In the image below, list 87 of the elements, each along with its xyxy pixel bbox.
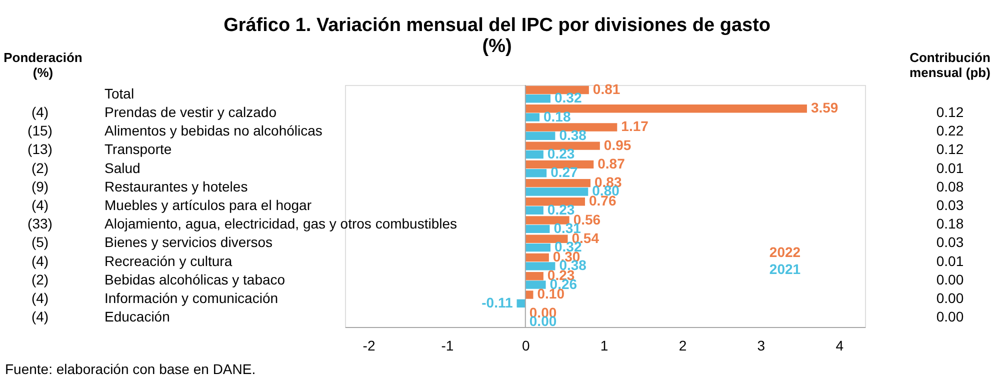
text: 0.38 xyxy=(559,126,586,143)
text: 0.23 xyxy=(547,201,575,218)
bar xyxy=(525,206,544,214)
bar xyxy=(525,113,540,122)
text: (5) xyxy=(31,234,49,250)
bar xyxy=(516,299,526,308)
text: 0.00 xyxy=(936,308,964,325)
x-tick-label: 0 xyxy=(522,338,530,354)
text: 0.03 xyxy=(936,197,964,213)
text: Ponderación (%) xyxy=(4,50,82,80)
text: 2021 xyxy=(769,261,801,277)
text: 0.01 xyxy=(936,252,964,269)
x-tick-label: 2 xyxy=(678,338,687,354)
text: 0.01 xyxy=(936,160,964,176)
text: (2) xyxy=(31,271,49,288)
text: 0.12 xyxy=(936,104,964,120)
bar xyxy=(525,188,588,196)
text: (9) xyxy=(31,178,49,194)
bar xyxy=(525,132,556,140)
source-note: Fuente: elaboración con base en DANE. xyxy=(5,361,256,377)
text: 0.00 xyxy=(936,271,964,288)
chart-subtitle: (%) xyxy=(482,36,512,57)
text: 0.87 xyxy=(598,155,625,172)
bar xyxy=(525,198,585,206)
bar xyxy=(525,150,544,159)
x-tick-label: 3 xyxy=(757,338,766,354)
text: (33) xyxy=(28,216,52,232)
bar xyxy=(525,123,618,132)
x-tick-label: 4 xyxy=(836,338,844,354)
bar xyxy=(525,280,546,289)
chart-title: Gráfico 1. Variación mensual del IPC por divisiones de gasto xyxy=(224,15,771,36)
y-tick-label: Educación xyxy=(104,308,170,325)
y-tick-label: Restaurantes y hoteles xyxy=(104,178,248,194)
bar xyxy=(525,290,534,299)
y-tick-label: Salud xyxy=(104,160,140,176)
text: (4) xyxy=(31,308,49,325)
x-tick-label: 1 xyxy=(600,338,608,354)
text: (15) xyxy=(28,122,52,139)
bar xyxy=(525,178,590,188)
bar xyxy=(525,262,556,270)
y-tick-label: Transporte xyxy=(104,141,172,158)
text: (13) xyxy=(28,141,52,158)
text: 0.03 xyxy=(936,234,964,250)
bar xyxy=(525,142,600,150)
x-tick-label: -2 xyxy=(362,338,376,354)
text: 0.23 xyxy=(547,145,575,162)
bar xyxy=(525,160,594,169)
text: 0.27 xyxy=(550,164,578,180)
text: 0.00 xyxy=(936,290,964,306)
y-tick-label: Alimentos y bebidas no alcohólicas xyxy=(104,122,322,139)
y-tick-label: Bienes y servicios diversos xyxy=(104,234,273,250)
bar xyxy=(525,104,807,113)
y-tick-label: Información y comunicación xyxy=(104,290,278,306)
text: 0.81 xyxy=(592,80,620,97)
bar xyxy=(525,216,570,224)
text: Contribución mensual (pb) xyxy=(910,50,990,80)
text: 0.18 xyxy=(936,216,964,232)
text: -0.11 xyxy=(482,294,513,310)
text: 1.17 xyxy=(621,118,648,134)
y-tick-label: Prendas de vestir y calzado xyxy=(104,104,277,120)
bar xyxy=(525,86,589,94)
text: (4) xyxy=(31,104,49,120)
text: 0.22 xyxy=(936,122,964,139)
text: 0.08 xyxy=(936,178,964,194)
y-tick-label: Bebidas alcohólicas y tabaco xyxy=(104,271,286,288)
text: 3.59 xyxy=(810,100,838,116)
text: (2) xyxy=(31,160,49,176)
text: 0.12 xyxy=(936,141,964,158)
bar xyxy=(525,272,544,280)
y-tick-label: Total xyxy=(104,85,134,102)
bar xyxy=(525,94,550,103)
annotation: 0.18 xyxy=(544,108,571,124)
bar xyxy=(525,253,549,262)
y-tick-label: Muebles y artículos para el hogar xyxy=(104,197,312,213)
bar xyxy=(525,224,550,234)
x-tick-label: -1 xyxy=(441,338,454,354)
text: 2022 xyxy=(769,244,801,260)
y-tick-label: Alojamiento, agua, electricidad, gas y otros combustibles xyxy=(104,216,458,232)
text: (4) xyxy=(31,252,49,269)
bar xyxy=(525,243,550,252)
y-tick-label: Recreación y cultura xyxy=(104,252,232,269)
text: (4) xyxy=(31,197,49,213)
text: 0.32 xyxy=(554,90,582,106)
text: (4) xyxy=(31,290,49,306)
bar xyxy=(525,234,568,244)
text: 0.95 xyxy=(604,136,632,153)
bar xyxy=(525,168,547,178)
